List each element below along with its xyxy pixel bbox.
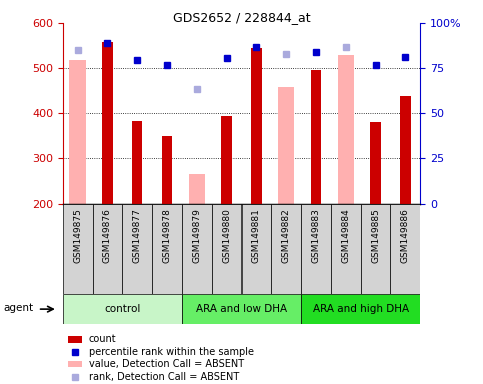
Bar — [221, 116, 232, 204]
Text: GDS2652 / 228844_at: GDS2652 / 228844_at — [173, 12, 310, 25]
Bar — [301, 204, 331, 294]
Bar — [361, 204, 390, 294]
Text: value, Detection Call = ABSENT: value, Detection Call = ABSENT — [89, 359, 244, 369]
Bar — [242, 204, 271, 294]
Text: percentile rank within the sample: percentile rank within the sample — [89, 347, 254, 357]
Bar — [182, 294, 301, 324]
Bar — [68, 336, 82, 343]
Bar — [400, 96, 411, 204]
Text: GSM149876: GSM149876 — [103, 208, 112, 263]
Bar — [70, 61, 86, 204]
Text: control: control — [104, 304, 141, 314]
Bar — [311, 70, 321, 204]
Text: GSM149878: GSM149878 — [163, 208, 171, 263]
Bar — [278, 87, 294, 204]
Text: ARA and low DHA: ARA and low DHA — [196, 304, 287, 314]
Bar — [132, 121, 142, 204]
Bar — [182, 204, 212, 294]
Text: GSM149877: GSM149877 — [133, 208, 142, 263]
Text: rank, Detection Call = ABSENT: rank, Detection Call = ABSENT — [89, 372, 239, 382]
Bar — [189, 174, 205, 204]
Text: GSM149875: GSM149875 — [73, 208, 82, 263]
Text: GSM149883: GSM149883 — [312, 208, 320, 263]
Bar — [102, 43, 113, 204]
Text: GSM149885: GSM149885 — [371, 208, 380, 263]
Text: GSM149880: GSM149880 — [222, 208, 231, 263]
Text: GSM149886: GSM149886 — [401, 208, 410, 263]
Bar — [68, 361, 82, 367]
Bar — [390, 204, 420, 294]
Bar — [331, 204, 361, 294]
Bar — [301, 294, 420, 324]
Bar — [63, 204, 93, 294]
Bar — [271, 204, 301, 294]
Bar — [338, 55, 354, 204]
Text: agent: agent — [3, 303, 33, 313]
Bar — [251, 48, 262, 204]
Bar — [370, 122, 381, 204]
Text: GSM149884: GSM149884 — [341, 208, 350, 263]
Text: GSM149882: GSM149882 — [282, 208, 291, 263]
Bar — [122, 204, 152, 294]
Bar — [212, 204, 242, 294]
Bar — [152, 204, 182, 294]
Text: GSM149879: GSM149879 — [192, 208, 201, 263]
Bar — [162, 136, 172, 204]
Text: ARA and high DHA: ARA and high DHA — [313, 304, 409, 314]
Bar — [63, 294, 182, 324]
Text: GSM149881: GSM149881 — [252, 208, 261, 263]
Bar — [93, 204, 122, 294]
Text: count: count — [89, 334, 116, 344]
